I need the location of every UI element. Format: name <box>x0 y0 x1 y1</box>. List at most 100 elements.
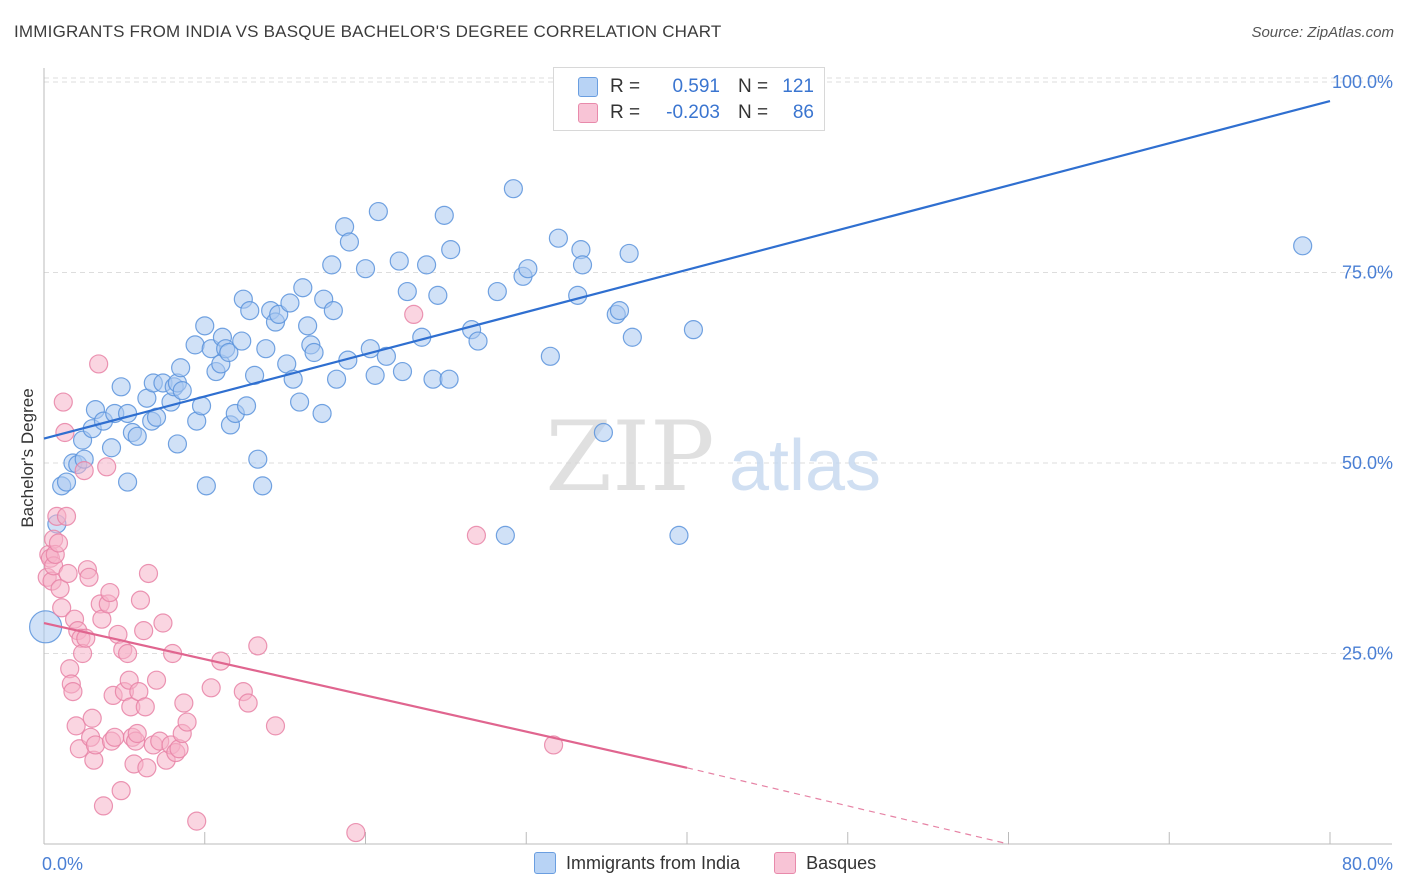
basque-point <box>48 533 69 553</box>
basque-point <box>187 811 207 831</box>
watermark-zip: ZIP <box>545 401 714 513</box>
india-point <box>219 342 239 363</box>
india-point <box>101 438 122 458</box>
basque-point <box>201 678 221 698</box>
india-point <box>428 285 448 305</box>
basque-point <box>404 304 424 325</box>
india-point <box>304 342 324 363</box>
basque-point <box>79 567 99 587</box>
india-point <box>397 281 417 302</box>
basque-trend-extension <box>686 767 1009 845</box>
india-point <box>495 525 515 545</box>
series-legend: Immigrants from India Basques <box>534 852 910 874</box>
series-swatch-pink <box>774 852 797 874</box>
legend-row-basques: R = -0.203 N = 86 <box>578 101 814 125</box>
india-point <box>127 426 147 446</box>
basque-point <box>134 621 154 641</box>
basque-point <box>100 582 120 603</box>
basque-point <box>66 716 86 736</box>
basque-point <box>53 392 73 412</box>
india-point <box>423 369 443 389</box>
basque-point <box>146 670 167 690</box>
legend-r-value: -0.203 <box>666 102 720 123</box>
legend-r-value: 0.591 <box>672 76 720 97</box>
india-point <box>368 201 388 222</box>
legend-n-value: 86 <box>792 102 814 123</box>
india-point <box>468 331 488 351</box>
india-point <box>593 422 614 443</box>
basque-point <box>85 735 106 755</box>
series-swatch-blue <box>534 852 556 874</box>
india-point <box>376 346 396 366</box>
india-point <box>171 358 191 378</box>
basque-point <box>50 579 70 599</box>
basque-point <box>153 613 173 633</box>
basque-point <box>177 712 197 732</box>
axis-layer <box>43 68 1392 845</box>
india-point <box>389 251 409 271</box>
basque-point <box>52 598 72 618</box>
legend-swatch-pink <box>578 103 598 123</box>
india-point <box>441 240 461 260</box>
basque-point <box>58 563 78 584</box>
y-tick-label: 100.0% <box>1332 72 1393 92</box>
series-legend-label: Basques <box>806 852 877 873</box>
label-layer: 25.0% 50.0% 75.0% 100.0% 0.0% 80.0% Bachelor's… <box>18 72 1393 874</box>
x-tick-label: 80.0% <box>1342 854 1393 874</box>
india-point <box>339 232 360 252</box>
india-point <box>487 281 507 302</box>
india-point <box>503 179 523 199</box>
basque-point <box>238 693 258 713</box>
basque-point <box>138 563 159 584</box>
series-legend-item-india[interactable]: Immigrants from India <box>534 852 740 874</box>
india-point <box>326 369 347 389</box>
legend-row-india: R = 0.591 N = 121 <box>578 75 814 99</box>
india-point <box>56 472 77 492</box>
y-tick-label: 75.0% <box>1342 263 1393 283</box>
basque-point <box>89 354 109 374</box>
india-point <box>298 316 318 336</box>
india-point <box>117 472 138 492</box>
basque-point <box>105 727 125 747</box>
basque-point <box>137 758 157 778</box>
india-point <box>669 525 689 545</box>
trend-layer <box>43 99 1331 845</box>
legend-n-value: 121 <box>782 76 814 97</box>
india-trend-line <box>43 99 1331 440</box>
grid-layer <box>44 77 1392 654</box>
india-point <box>312 403 332 424</box>
india-point <box>167 434 188 454</box>
india-point <box>269 304 289 325</box>
basque-point <box>93 796 114 816</box>
india-point <box>683 320 704 340</box>
india-point <box>392 361 413 382</box>
basque-point <box>265 716 286 736</box>
legend-n-label: N = <box>738 102 769 123</box>
y-tick-label: 25.0% <box>1342 644 1393 664</box>
india-point <box>434 205 454 225</box>
legend-r-label: R = <box>610 76 641 97</box>
india-point <box>240 301 260 321</box>
india-point <box>322 255 342 275</box>
india-point <box>365 365 385 385</box>
chart-title: IMMIGRANTS FROM INDIA VS BASQUE BACHELOR… <box>14 22 722 41</box>
y-tick-label: 50.0% <box>1342 453 1393 473</box>
india-point <box>248 449 268 469</box>
india-point <box>117 403 138 424</box>
series-legend-item-basques[interactable]: Basques <box>774 852 876 874</box>
india-point <box>355 259 376 279</box>
basque-point <box>117 643 138 664</box>
basque-point <box>97 457 117 477</box>
correlation-legend: R = 0.591 N = 121 R = -0.203 N = 86 <box>553 67 825 131</box>
india-point <box>568 285 588 305</box>
india-point <box>196 476 216 496</box>
x-tick-label: 0.0% <box>42 854 83 874</box>
basque-point <box>174 693 194 713</box>
basque-point <box>74 461 94 481</box>
legend-n-label: N = <box>738 76 769 97</box>
india-point <box>416 255 437 275</box>
india-point <box>172 381 192 401</box>
india-point <box>232 331 252 351</box>
india-point <box>111 377 131 397</box>
